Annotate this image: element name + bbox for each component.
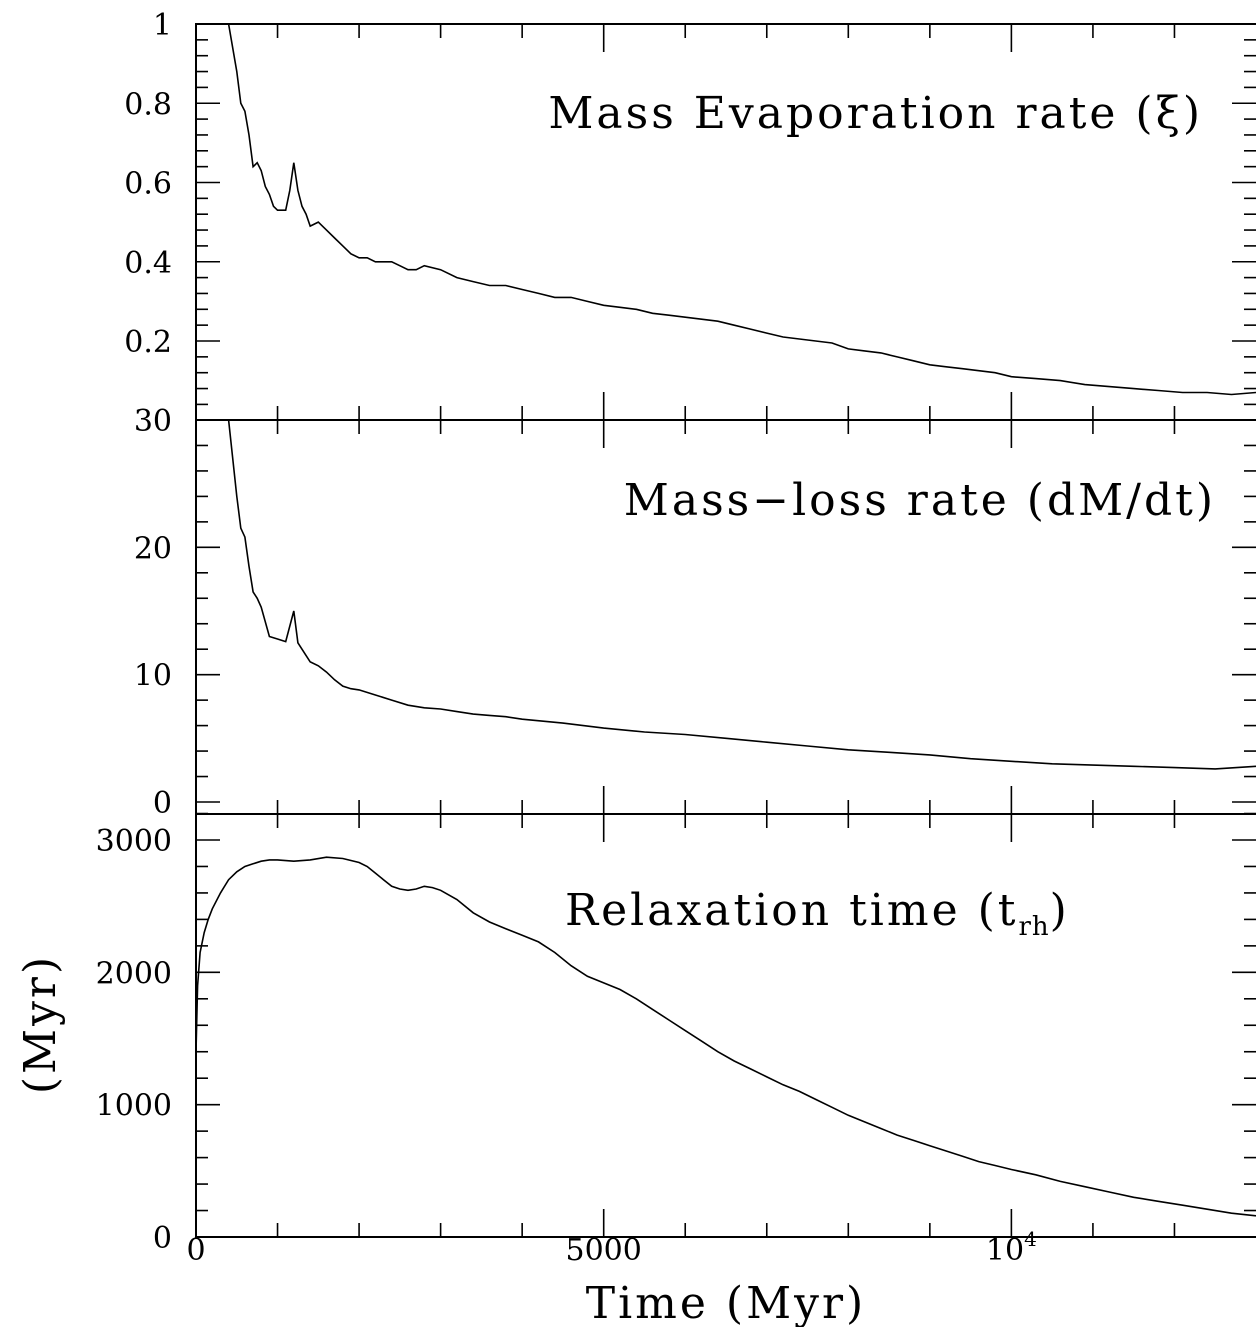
relaxation-time-title-main: Relaxation time (t — [565, 885, 1018, 936]
panel-relaxation-time-tick-labels: 0 1000 2000 3000 0 5000 104 — [96, 824, 1037, 1268]
panel-evaporation-rate-y-tick-label: 0.8 — [124, 87, 172, 122]
panel-relaxation-time: 0 1000 2000 3000 0 5000 104 Relaxation time (t… — [96, 812, 1256, 1268]
panel-evaporation-rate: 0.2 0.4 0.6 0.8 1 Mass Evaporation rate (ξ) — [124, 8, 1256, 422]
panel-mass-loss-rate-y-tick-label: 30 — [134, 404, 172, 439]
panel-evaporation-rate-ticks — [196, 23, 1256, 422]
panel-relaxation-time-ticks — [196, 812, 1256, 1238]
mass-loss-rate-line — [227, 419, 1256, 770]
x-axis-title: Time (Myr) — [586, 1278, 866, 1327]
y-axis-title: (Myr) — [15, 954, 66, 1094]
relaxation-time-title-suffix: ) — [1050, 885, 1070, 936]
evaporation-rate-title: Mass Evaporation rate (ξ) — [548, 88, 1203, 139]
mass-loss-rate-title: Mass−loss rate (dM/dt) — [624, 475, 1216, 526]
panel-evaporation-rate-y-tick-label: 0.2 — [124, 325, 172, 360]
x-tick-label: 0 — [186, 1233, 205, 1268]
panel-evaporation-rate-y-tick-label: 0.6 — [124, 167, 172, 202]
panel-relaxation-time-y-tick-label: 2000 — [96, 956, 172, 991]
relaxation-time-title-subscript: rh — [1018, 912, 1049, 942]
panel-mass-loss-rate-y-tick-label: 0 — [153, 786, 172, 821]
panel-mass-loss-rate-y-tick-label: 20 — [134, 531, 172, 566]
panel-evaporation-rate-y-tick-label: 1 — [153, 8, 172, 43]
frames — [195, 23, 1256, 1238]
relaxation-time-title: Relaxation time (trh) — [565, 885, 1070, 942]
panel-mass-loss-rate-tick-labels: 0 10 20 30 — [134, 404, 172, 821]
x-tick-label: 5000 — [566, 1233, 642, 1268]
panel-evaporation-rate-frame — [195, 23, 1256, 421]
panel-evaporation-rate-y-tick-label: 0.4 — [124, 246, 172, 281]
evaporation-rate-line — [227, 23, 1256, 396]
panel-relaxation-time-frame — [195, 813, 1256, 1238]
panel-mass-loss-rate: 0 10 20 30 Mass−loss rate (dM/dt) — [134, 404, 1256, 821]
x-tick-label-superscript: 4 — [1024, 1227, 1037, 1251]
panel-relaxation-time-y-tick-label: 3000 — [96, 824, 172, 859]
panel-relaxation-time-y-tick-label: 0 — [153, 1221, 172, 1256]
panel-mass-loss-rate-y-tick-label: 10 — [134, 659, 172, 694]
x-tick-label: 104 — [986, 1227, 1037, 1268]
panel-relaxation-time-y-tick-label: 1000 — [96, 1089, 172, 1124]
panel-evaporation-rate-tick-labels: 0.2 0.4 0.6 0.8 1 — [124, 8, 172, 360]
relaxation-time-line — [195, 856, 1256, 1217]
